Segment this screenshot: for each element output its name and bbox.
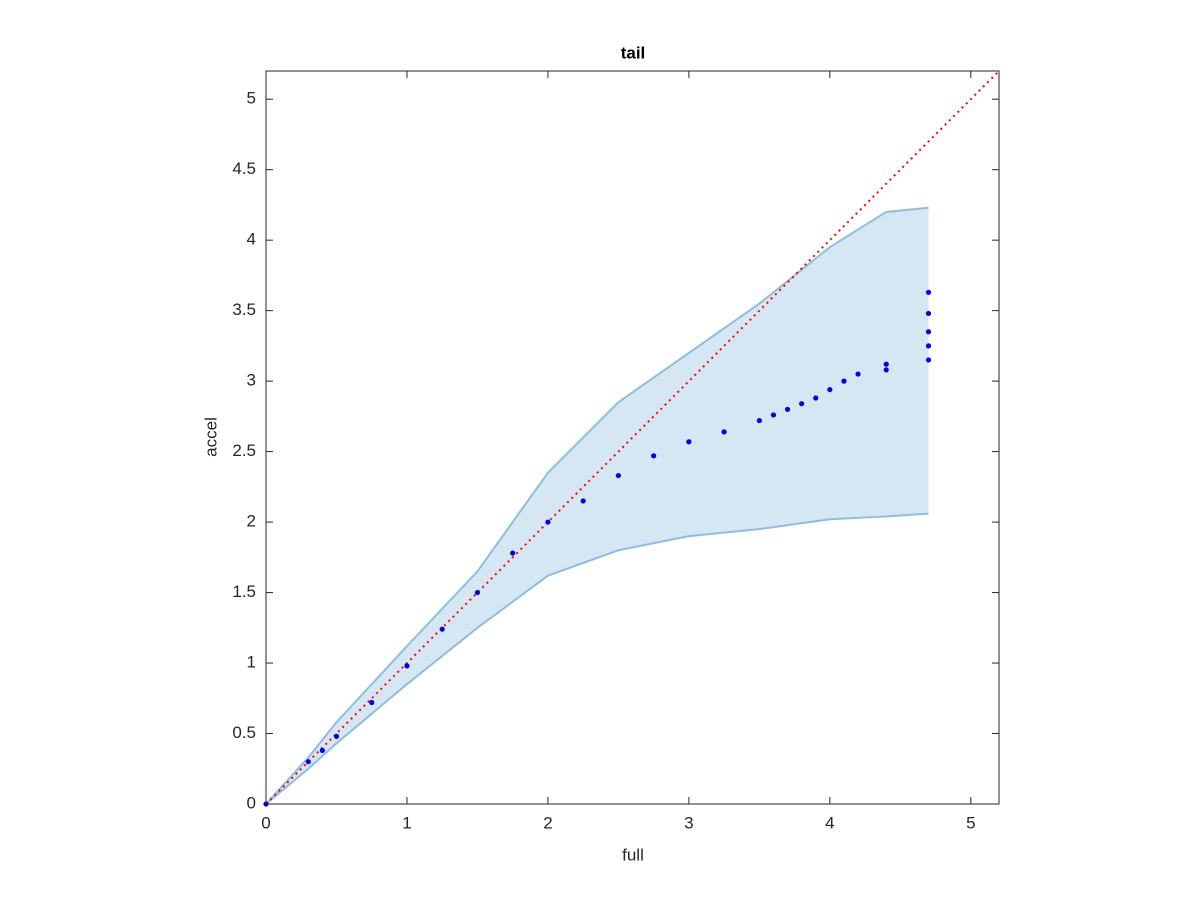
point [883,361,889,367]
y-tick-label: 2 [247,512,256,531]
point [925,289,932,295]
x-tick-label: 4 [825,813,834,832]
x-axis-label: full [622,845,644,864]
chart-title: tail [621,43,646,62]
band-upper [265,206,929,805]
point [651,453,657,459]
point [580,498,586,504]
x-tick-label: 3 [684,813,693,832]
y-tick-label: 0 [247,793,256,812]
y-tick-label: 3.5 [232,300,256,319]
point [813,395,819,401]
point [841,378,847,384]
point [925,357,932,363]
point [721,429,727,435]
y-tick-label: 4 [247,230,256,249]
x-tick-label: 2 [543,813,552,832]
point [784,406,791,412]
point [925,329,932,335]
x-tick-label: 5 [966,813,975,832]
point [545,519,551,525]
x-tick-label: 1 [402,813,411,832]
point [799,401,805,407]
y-tick-label: 0.5 [232,723,256,742]
point [615,472,622,479]
plot-frame [265,70,1000,805]
point [305,759,311,765]
y-tick-label: 5 [247,89,256,108]
point [439,626,445,632]
y-tick-label: 2.5 [232,441,256,460]
y-tick-label: 3 [247,371,256,390]
point [686,439,692,445]
point [333,733,340,739]
point [369,699,375,706]
y-tick-label: 1 [247,653,256,672]
band-lower [265,512,929,805]
point [404,663,410,669]
point [770,412,777,418]
y-axis-label: accel [201,417,220,457]
point [855,371,861,377]
point [883,367,889,373]
point [510,550,516,556]
point [827,386,833,393]
confidence-band [266,207,929,805]
x-tick-label: 0 [261,813,270,832]
point [925,310,932,317]
y-tick-label: 4.5 [232,159,256,178]
y-tick-label: 1.5 [232,582,256,601]
point [925,343,932,349]
point [319,747,325,754]
point [474,589,481,596]
point [756,417,762,424]
